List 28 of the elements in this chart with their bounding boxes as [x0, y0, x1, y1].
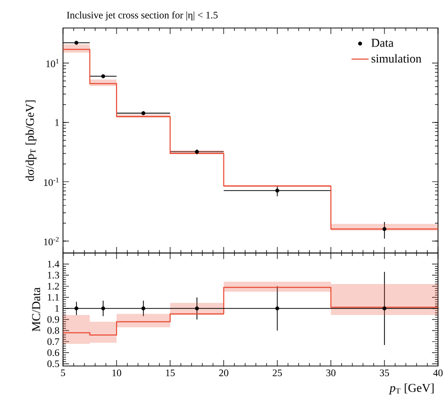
x-tick-label: 25 — [272, 370, 282, 376]
y-tick-label: 0.5 — [47, 360, 60, 368]
y-tick-label: 0.7 — [47, 338, 60, 346]
y-axis-title: dσ/dp$_{T}$ [pb/GeV] — [26, 100, 36, 181]
legend-label: simulation — [372, 54, 422, 63]
y-tick-label: 0.8 — [47, 327, 60, 334]
x-tick-label: 20 — [219, 370, 228, 376]
y-tick-label: 1 — [55, 119, 59, 126]
y-tick-label: 0.6 — [47, 349, 60, 356]
legend-label: Data — [371, 38, 394, 47]
x-tick-label: 40 — [433, 370, 443, 376]
y-tick-label: 10$^{1}$ — [46, 58, 59, 68]
x-tick-label: 5 — [61, 370, 66, 376]
y-tick-label: 1.3 — [48, 272, 60, 279]
x-tick-label: 15 — [166, 370, 175, 376]
x-tick-label: 30 — [326, 370, 336, 376]
y-tick-label: 0.9 — [47, 316, 60, 323]
x-tick-label: 35 — [380, 370, 390, 376]
x-tick-label: 10 — [112, 370, 122, 376]
y-tick-label: 1.2 — [48, 282, 59, 290]
y-tick-label: 1.1 — [48, 294, 59, 301]
y-tick-label: 1.4 — [48, 260, 60, 268]
y-tick-label: 10$^{-1}$ — [44, 178, 59, 186]
y-tick-label: 1 — [55, 305, 59, 312]
chart-title: Inclusive jet cross section for |η| < 1.5 — [66, 11, 218, 21]
x-axis-title: p$_{T}$ [GeV] — [388, 383, 434, 394]
y-tick-label: 10$^{-2}$ — [44, 236, 59, 246]
y-axis-title: MC/Data — [32, 287, 40, 332]
